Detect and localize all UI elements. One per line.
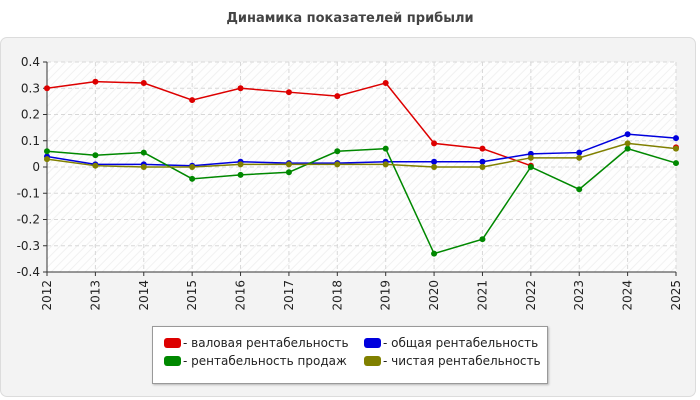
x-tick-label: 2021 — [475, 280, 489, 311]
legend-swatch — [164, 356, 181, 366]
y-tick-label: 0.2 — [21, 108, 40, 122]
legend-label: - — [383, 354, 392, 368]
legend-item-sales: - рентабельность продаж — [164, 354, 347, 368]
x-tick-label: 2024 — [621, 280, 635, 311]
x-tick-label: 2012 — [40, 280, 54, 311]
data-point — [237, 171, 244, 178]
data-point — [285, 89, 292, 96]
data-point — [624, 145, 631, 152]
y-tick-label: -0.3 — [17, 239, 40, 253]
data-point — [431, 158, 438, 165]
x-tick-label: 2018 — [330, 280, 344, 311]
x-tick-label: 2013 — [88, 280, 102, 311]
series-3 — [44, 140, 679, 170]
data-point — [382, 145, 389, 152]
data-point — [285, 161, 292, 168]
data-point — [382, 161, 389, 168]
legend-label: - — [183, 354, 192, 368]
series-line — [46, 147, 677, 255]
data-point — [285, 169, 292, 176]
data-point — [673, 135, 679, 142]
data-point — [624, 140, 631, 147]
legend-label: - — [383, 336, 392, 350]
data-point — [44, 156, 50, 163]
legend: - валовая рентабельность - общая рентабе… — [152, 326, 548, 384]
x-tick-label: 2020 — [427, 280, 441, 311]
data-point — [576, 149, 583, 156]
y-tick-label: -0.2 — [17, 213, 40, 227]
x-tick-label: 2025 — [669, 280, 683, 311]
data-point — [576, 154, 583, 161]
data-point — [44, 85, 50, 92]
data-point — [334, 148, 341, 155]
data-point — [431, 164, 438, 170]
data-point — [140, 164, 147, 170]
legend-label-gross: валовая рентабельность — [191, 336, 349, 350]
data-point — [237, 85, 244, 92]
data-point — [479, 236, 486, 243]
x-tick-label: 2017 — [282, 280, 296, 311]
legend-swatch — [164, 338, 181, 348]
y-tick-label: 0.3 — [21, 81, 40, 95]
y-tick-label: 0 — [32, 160, 40, 174]
data-point — [479, 158, 486, 165]
legend-item-net: - чистая рентабельность — [364, 354, 541, 368]
data-point — [576, 186, 583, 193]
data-point — [92, 78, 99, 85]
legend-label-net: чистая рентабельность — [391, 354, 541, 368]
series-group — [44, 78, 679, 257]
x-axis: 2012 2013 2014 2015 2016 2017 2018 2019 2020 2021… — [40, 271, 683, 311]
series-2 — [44, 145, 679, 257]
x-tick-label: 2014 — [137, 280, 151, 311]
y-tick-label: 0.1 — [21, 134, 40, 148]
x-tick-label: 2023 — [572, 280, 586, 311]
legend-item-gross: - валовая рентабельность — [164, 336, 349, 350]
x-tick-label: 2022 — [524, 280, 538, 311]
legend-swatch — [364, 356, 381, 366]
data-point — [334, 93, 341, 100]
data-point — [140, 149, 147, 156]
data-point — [479, 164, 486, 170]
legend-label: - — [183, 336, 192, 350]
y-axis: 0.4 0.3 0.2 0.1 0 -0.1 -0.2 -0.3 -0.4 — [17, 55, 48, 279]
data-point — [189, 97, 196, 104]
data-point — [673, 160, 679, 167]
data-point — [92, 152, 99, 159]
data-point — [673, 145, 679, 152]
legend-swatch — [364, 338, 381, 348]
legend-label-total: общая рентабельность — [391, 336, 539, 350]
data-point — [189, 175, 196, 182]
series-line — [46, 142, 677, 168]
data-point — [334, 161, 341, 168]
data-point — [527, 154, 534, 161]
y-tick-label: -0.1 — [17, 186, 40, 200]
x-tick-label: 2016 — [234, 280, 248, 311]
data-point — [189, 164, 196, 170]
data-point — [479, 145, 486, 152]
y-tick-label: -0.4 — [17, 265, 40, 279]
legend-label-sales: рентабельность продаж — [191, 354, 347, 368]
data-point — [431, 140, 438, 147]
x-tick-label: 2015 — [185, 280, 199, 311]
data-point — [44, 148, 50, 155]
data-point — [92, 162, 99, 169]
series-line — [46, 133, 677, 167]
data-point — [624, 131, 631, 138]
data-point — [237, 161, 244, 168]
data-point — [140, 80, 147, 86]
legend-item-total: - общая рентабельность — [364, 336, 538, 350]
data-point — [431, 250, 438, 257]
y-tick-label: 0.4 — [21, 55, 40, 69]
data-point — [527, 164, 534, 170]
x-tick-label: 2019 — [379, 280, 393, 311]
data-point — [382, 80, 389, 86]
chart-title: Динамика показателей прибыли — [226, 11, 474, 26]
